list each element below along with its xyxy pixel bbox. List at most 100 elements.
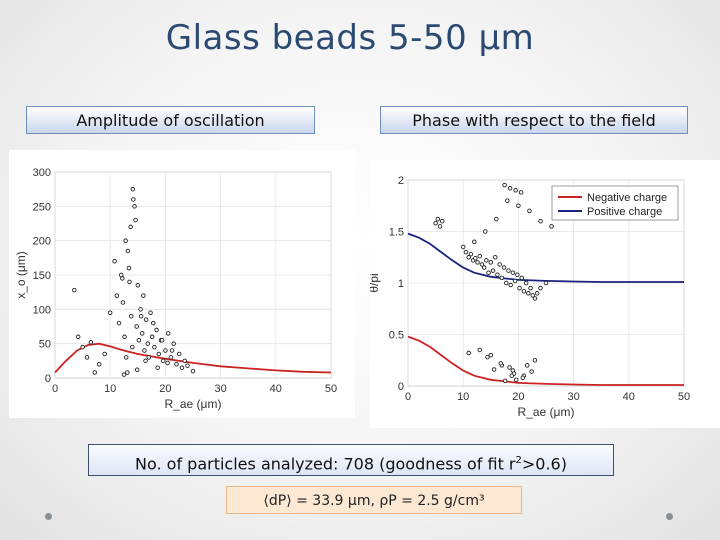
chart0-data-point (160, 358, 166, 364)
chart1-data-point (512, 278, 518, 284)
formula-box: ⟨dP⟩ = 33.9 μm, ρP = 2.5 g/cm³ (226, 486, 522, 514)
stats-suffix: >0.6) (521, 454, 567, 474)
chart0-data-point (146, 355, 152, 360)
chart0-xtick-label: 0 (52, 383, 58, 395)
chart1-data-point (497, 262, 502, 267)
chart1-data-point (506, 268, 511, 273)
chart0-data-point (182, 358, 187, 364)
chart1-data-point (466, 350, 471, 356)
chart1-data-point (508, 282, 513, 288)
chart1-data-point (528, 285, 533, 291)
chart1-legend-label: Positive charge (587, 206, 662, 218)
bullet-dot-left (45, 513, 52, 520)
chart1-data-point (498, 361, 503, 366)
chart1-xtick-label: 50 (678, 391, 690, 403)
chart1-data-point (530, 293, 536, 298)
chart0-ytick-label: 300 (33, 167, 51, 179)
chart1-data-point (466, 254, 471, 260)
chart0-data-point (135, 283, 141, 288)
chart0-data-point (112, 259, 117, 264)
chart0-data-point (176, 351, 182, 357)
chart0-data-point (145, 341, 150, 346)
chart1-xtick-label: 20 (512, 391, 524, 403)
chart1-data-point (518, 190, 524, 195)
chart1-ytick-label: 0.5 (389, 330, 404, 342)
chart1-xtick-label: 0 (405, 391, 411, 403)
chart0-data-point (151, 320, 156, 326)
chart0-data-point (149, 334, 155, 340)
chart0-data-point (136, 337, 142, 343)
chart1-line-positive-charge (407, 232, 684, 283)
chart1-legend-box (551, 185, 679, 221)
chart1-data-point (501, 265, 507, 270)
chart0-data-point (120, 276, 125, 281)
chart0-data-point (122, 334, 127, 340)
chart0-data-point (134, 324, 139, 329)
chart0-data-point (148, 310, 153, 316)
chart1-data-point (481, 265, 487, 270)
chart1-data-point (499, 275, 505, 281)
chart1-data-point (515, 272, 520, 278)
chart0-line-fit (54, 342, 332, 374)
chart0-data-point (152, 344, 157, 350)
chart1-ytick-label: 2 (398, 175, 404, 187)
chart1-data-point (510, 270, 516, 275)
chart0-data-point (84, 355, 90, 360)
chart0-data-point (165, 360, 170, 366)
chart1-data-point (484, 258, 489, 263)
chart1-data-point (543, 280, 549, 286)
chart0-data-point (125, 370, 130, 375)
chart1-data-point (494, 216, 499, 222)
chart1-data-point (532, 357, 538, 363)
chart0-data-point (139, 331, 145, 336)
chart0-data-point (114, 293, 120, 298)
chart0-xtick-label: 10 (104, 383, 116, 395)
chart1-data-point (507, 185, 513, 191)
chart1-data-point (468, 251, 474, 257)
stats-superscript: 2 (515, 455, 522, 466)
chart1-data-point (479, 262, 485, 267)
chart0-data-point (132, 204, 137, 209)
chart1-data-point (486, 270, 491, 275)
slide-title: Glass beads 5-50 μm (165, 18, 535, 58)
chart1-data-point (532, 296, 538, 301)
chart1-data-point (491, 367, 497, 372)
chart1-data-point (505, 198, 510, 203)
chart0-data-point (174, 362, 179, 367)
chart0-xlabel: R_ae (μm) (165, 397, 222, 411)
chart1-data-point (520, 375, 526, 381)
chart0-data-point (123, 355, 129, 360)
chart1-ytick-label: 0 (398, 381, 404, 393)
chart1-data-point (519, 275, 524, 281)
chart1-data-point (538, 218, 543, 224)
chart1-xlabel: R_ae (μm) (518, 405, 575, 419)
chart0-xtick-label: 40 (270, 383, 282, 395)
phase-chart: 0 10 20 30 40 50 0 0.5 1 1.5 2 R_ae (μm) θ/pi Negativ… (370, 160, 720, 428)
chart0-data-point (130, 186, 136, 192)
chart1-data-point (471, 239, 477, 245)
chart0-data-point (169, 348, 175, 353)
amplitude-chart: 0 10 20 30 40 50 0 50 100 150 200 250 300 R_ae (μm) x_… (9, 150, 355, 418)
chart0-xtick-label: 50 (325, 383, 337, 395)
chart1-ytick-label: 1.5 (389, 227, 404, 239)
chart1-xtick-label: 40 (623, 391, 635, 403)
chart0-data-point (179, 365, 185, 370)
chart1-data-point (534, 291, 540, 296)
chart0-data-point (116, 320, 122, 326)
chart0-data-point (142, 348, 147, 353)
chart1-xtick-label: 30 (567, 391, 579, 403)
chart0-ylabel: x_o (μm) (14, 251, 28, 299)
chart0-ytick-label: 100 (33, 304, 51, 316)
chart1-ytick-label: 1 (398, 278, 404, 290)
chart0-data-point (168, 355, 174, 360)
chart0-xtick-label: 30 (214, 383, 226, 395)
chart1-data-point (524, 363, 530, 368)
chart0-data-point (125, 248, 131, 254)
chart1-data-point (435, 216, 441, 222)
chart0-data-point (102, 351, 107, 357)
chart0-data-point (154, 327, 159, 333)
chart0-data-point (130, 344, 135, 350)
phase-chart-svg: 0 10 20 30 40 50 0 0.5 1 1.5 2 R_ae (μm) θ/pi Negativ… (370, 175, 690, 419)
chart0-data-point (121, 372, 127, 377)
chart0-data-point (72, 287, 77, 293)
